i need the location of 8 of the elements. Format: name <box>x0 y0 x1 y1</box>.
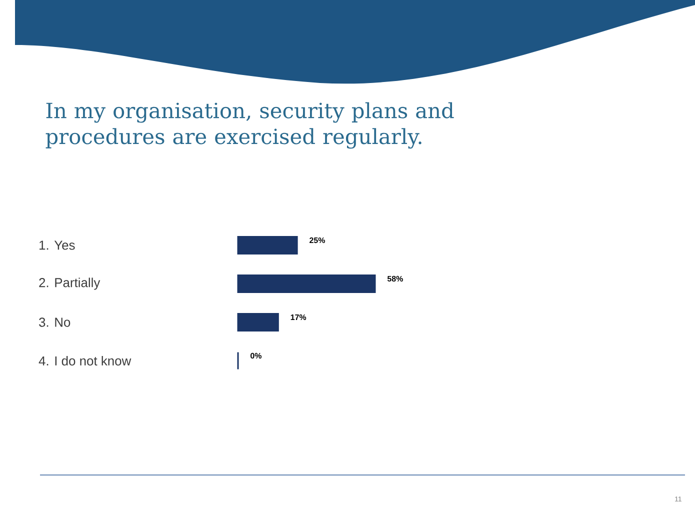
y-tick-label: 3. No <box>39 318 70 327</box>
bar <box>237 274 376 293</box>
bar <box>237 312 279 332</box>
bar <box>237 236 298 254</box>
y-tick-label: 2. Partially <box>39 278 100 290</box>
y-tick-label: 4. I do not know <box>38 356 132 366</box>
y-tick-label: 1. Yes <box>40 240 75 250</box>
chart-title: In my organisation, security plans and procedures are exercised regularly. <box>46 102 454 149</box>
